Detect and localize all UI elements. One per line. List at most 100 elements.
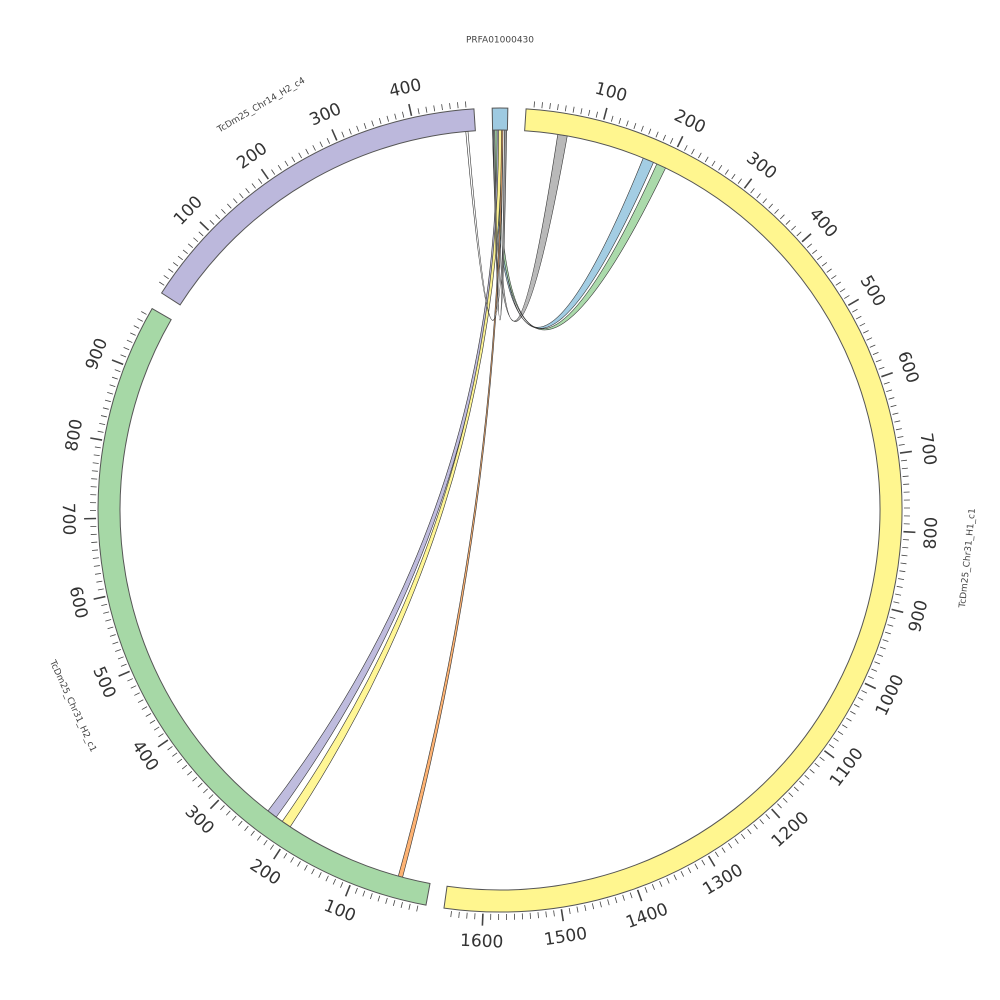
minor-tick [777, 803, 782, 809]
minor-tick [793, 786, 799, 792]
minor-tick [740, 833, 746, 840]
minor-tick [659, 880, 663, 887]
minor-tick [176, 758, 183, 764]
minor-tick [168, 268, 174, 273]
minor-tick [187, 243, 194, 248]
minor-tick [92, 557, 99, 559]
minor-tick [92, 462, 99, 464]
minor-tick [239, 193, 244, 199]
minor-tick [564, 105, 567, 112]
minor-tick [141, 311, 147, 315]
tick-label: 1400 [623, 899, 670, 933]
minor-tick [348, 128, 352, 135]
minor-tick [244, 825, 249, 831]
minor-tick [93, 454, 100, 457]
minor-tick [256, 835, 262, 841]
minor-tick [109, 634, 116, 637]
minor-tick [371, 120, 374, 127]
minor-tick [626, 120, 629, 127]
minor-tick [238, 820, 243, 826]
major-tick [881, 371, 893, 378]
minor-tick [826, 268, 832, 273]
minor-tick [298, 152, 302, 159]
minor-tick [887, 624, 894, 627]
minor-tick [553, 910, 555, 917]
minor-tick [694, 863, 699, 870]
minor-tick [902, 546, 909, 549]
minor-tick [898, 443, 905, 446]
minor-tick [107, 626, 114, 630]
minor-tick [580, 108, 583, 115]
minor-tick [340, 882, 344, 888]
minor-tick [799, 780, 805, 786]
minor-tick [610, 115, 614, 122]
minor-tick [93, 565, 100, 567]
minor-tick [101, 603, 108, 607]
minor-tick [182, 249, 188, 255]
minor-tick [137, 699, 144, 703]
major-tick [118, 670, 130, 677]
label-layer: PRFA01000430 TcDm25_Chr31_H1_c1 TcDm25_Chr… [47, 36, 979, 754]
major-tick [408, 103, 413, 116]
tick-label: 400 [387, 75, 423, 102]
tick-label: 800 [62, 418, 87, 453]
major-tick [636, 889, 643, 902]
minor-tick [833, 737, 839, 742]
minor-tick [94, 446, 101, 449]
minor-tick [181, 764, 188, 770]
minor-tick [662, 134, 666, 141]
minor-tick [651, 884, 655, 890]
minor-tick [788, 792, 794, 798]
tick-label: 100 [593, 79, 630, 107]
major-tick [273, 848, 281, 860]
minor-tick [377, 895, 381, 902]
minor-tick [814, 762, 820, 768]
minor-tick [691, 148, 695, 155]
minor-tick [263, 839, 268, 846]
minor-tick [120, 354, 127, 358]
minor-tick [895, 428, 902, 431]
tick-label: 1000 [872, 672, 909, 720]
minor-tick [378, 118, 382, 125]
tick-label: 500 [856, 272, 890, 310]
major-tick [823, 750, 835, 759]
minor-tick [385, 897, 388, 904]
minor-tick [874, 661, 881, 665]
minor-tick [208, 794, 214, 800]
major-tick [93, 595, 106, 600]
minor-tick [126, 339, 133, 343]
major-tick [891, 608, 904, 614]
minor-tick [894, 420, 901, 423]
minor-tick [599, 901, 602, 908]
minor-tick [225, 810, 231, 816]
minor-tick [687, 867, 692, 874]
minor-tick [245, 188, 250, 194]
minor-tick [728, 842, 733, 849]
minor-tick [901, 467, 908, 470]
minor-tick [408, 903, 411, 910]
minor-tick [896, 585, 903, 588]
minor-tick [684, 145, 688, 151]
major-tick [603, 107, 608, 120]
minor-tick [458, 911, 460, 918]
minor-tick [549, 103, 551, 110]
minor-tick [159, 281, 165, 286]
minor-tick [863, 330, 869, 334]
minor-tick [762, 198, 767, 204]
minor-tick [177, 255, 184, 261]
minor-tick [450, 911, 452, 918]
minor-tick [137, 318, 143, 322]
minor-tick [890, 404, 897, 408]
minor-tick [102, 407, 109, 410]
segment-layer [97, 107, 903, 913]
minor-tick [158, 733, 164, 738]
major-tick [111, 359, 124, 366]
tick-label: 1300 [699, 860, 746, 899]
minor-tick [893, 601, 900, 604]
minor-tick [271, 169, 276, 175]
minor-tick [233, 198, 238, 204]
minor-tick [96, 580, 103, 583]
minor-tick [796, 231, 802, 237]
minor-tick [855, 315, 862, 320]
